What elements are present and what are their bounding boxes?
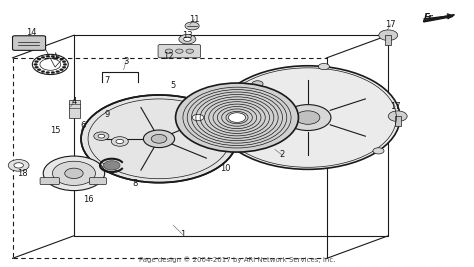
Circle shape bbox=[63, 63, 67, 65]
Circle shape bbox=[8, 159, 29, 171]
FancyBboxPatch shape bbox=[12, 36, 46, 50]
Text: 3: 3 bbox=[123, 57, 128, 66]
Circle shape bbox=[56, 70, 60, 73]
Circle shape bbox=[41, 70, 45, 73]
FancyBboxPatch shape bbox=[69, 100, 80, 117]
Circle shape bbox=[35, 66, 38, 68]
Circle shape bbox=[53, 161, 95, 185]
Circle shape bbox=[216, 66, 400, 169]
Circle shape bbox=[319, 64, 329, 70]
Text: 6: 6 bbox=[81, 121, 86, 130]
Circle shape bbox=[37, 69, 41, 71]
Circle shape bbox=[65, 168, 83, 179]
Circle shape bbox=[116, 139, 124, 144]
Circle shape bbox=[192, 114, 204, 121]
Text: 4: 4 bbox=[71, 97, 77, 106]
Circle shape bbox=[228, 113, 246, 122]
Circle shape bbox=[56, 56, 60, 58]
Circle shape bbox=[388, 111, 407, 121]
Circle shape bbox=[103, 161, 120, 170]
Text: 10: 10 bbox=[220, 163, 230, 172]
Text: 5: 5 bbox=[171, 81, 176, 90]
Circle shape bbox=[98, 134, 105, 138]
Circle shape bbox=[296, 111, 320, 124]
Circle shape bbox=[81, 95, 237, 183]
Circle shape bbox=[14, 163, 23, 168]
Text: 1: 1 bbox=[180, 230, 185, 239]
Circle shape bbox=[373, 148, 384, 154]
Circle shape bbox=[41, 56, 45, 58]
Circle shape bbox=[185, 22, 199, 30]
Circle shape bbox=[175, 83, 299, 152]
Circle shape bbox=[144, 130, 174, 148]
FancyBboxPatch shape bbox=[90, 178, 106, 184]
Text: 17: 17 bbox=[390, 103, 401, 111]
Text: Fr.: Fr. bbox=[424, 13, 436, 22]
Circle shape bbox=[37, 58, 41, 60]
Circle shape bbox=[151, 134, 167, 143]
Circle shape bbox=[62, 61, 66, 63]
FancyBboxPatch shape bbox=[385, 35, 391, 45]
FancyBboxPatch shape bbox=[395, 116, 401, 125]
Text: 14: 14 bbox=[26, 28, 36, 37]
FancyBboxPatch shape bbox=[158, 45, 201, 58]
Polygon shape bbox=[424, 14, 455, 22]
Circle shape bbox=[183, 37, 191, 41]
Circle shape bbox=[60, 69, 64, 71]
Circle shape bbox=[34, 63, 37, 65]
Circle shape bbox=[216, 132, 227, 138]
Circle shape bbox=[165, 49, 173, 53]
Text: 13: 13 bbox=[182, 31, 193, 40]
Circle shape bbox=[94, 132, 109, 140]
Circle shape bbox=[175, 49, 183, 53]
Circle shape bbox=[51, 55, 55, 57]
Text: 11: 11 bbox=[189, 15, 200, 24]
Circle shape bbox=[62, 66, 66, 68]
Text: 7: 7 bbox=[104, 76, 109, 85]
Text: Page design © 2004-2017 by ARi Network Services, Inc.: Page design © 2004-2017 by ARi Network S… bbox=[139, 256, 335, 263]
Circle shape bbox=[188, 112, 209, 123]
Text: 2: 2 bbox=[279, 150, 284, 159]
Circle shape bbox=[252, 81, 263, 87]
Text: 8: 8 bbox=[133, 179, 138, 189]
Circle shape bbox=[46, 72, 50, 74]
Circle shape bbox=[379, 30, 398, 41]
Text: 15: 15 bbox=[50, 126, 60, 135]
Text: 18: 18 bbox=[17, 169, 27, 178]
Circle shape bbox=[285, 105, 331, 131]
Text: 17: 17 bbox=[385, 20, 396, 29]
Circle shape bbox=[46, 55, 50, 57]
Text: 12: 12 bbox=[163, 52, 174, 61]
Circle shape bbox=[186, 49, 193, 53]
Text: 16: 16 bbox=[83, 195, 93, 205]
Text: ARi: ARi bbox=[203, 116, 271, 151]
Circle shape bbox=[111, 137, 128, 146]
Text: 9: 9 bbox=[104, 111, 109, 119]
Circle shape bbox=[60, 58, 64, 60]
Circle shape bbox=[51, 72, 55, 74]
Circle shape bbox=[35, 61, 38, 63]
Circle shape bbox=[179, 34, 196, 44]
Circle shape bbox=[43, 156, 105, 191]
FancyBboxPatch shape bbox=[40, 178, 59, 184]
